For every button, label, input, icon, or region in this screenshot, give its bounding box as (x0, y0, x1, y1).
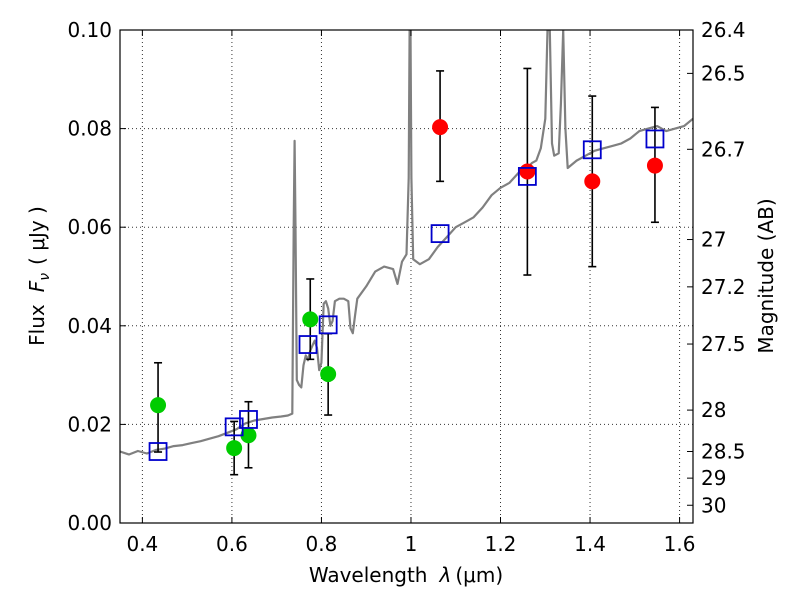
right-tick-label: 26.4 (701, 18, 746, 42)
model-point (148, 442, 168, 461)
x-tick-label: 1 (405, 532, 418, 556)
model-point (517, 167, 537, 186)
y-tick-label: 0.00 (67, 511, 112, 535)
y-axis-right-label: Magnitude (AB) (754, 198, 778, 353)
x-axis-label: Wavelength λ (μm) (309, 563, 503, 587)
right-tick-label: 29 (701, 466, 726, 490)
x-tick-label: 1.6 (664, 532, 696, 556)
y-tick-label: 0.08 (67, 117, 112, 141)
y-tick-label: 0.06 (67, 215, 112, 239)
data-point (519, 163, 536, 180)
x-axis-label-math: λ (439, 563, 452, 587)
model-point (645, 129, 665, 149)
x-tick-label: 0.4 (126, 532, 158, 556)
model-point (224, 417, 244, 437)
labels-layer: 0.4 0.6 0.8 1 1.2 1.4 1.6 0.00 0.02 0.04 0.06 0.08 0… (67, 18, 745, 556)
model-point (430, 224, 450, 244)
data-point (150, 397, 167, 414)
x-axis-label-post: (μm) (455, 563, 503, 587)
right-tick-label: 30 (701, 493, 726, 517)
y-tick-label: 0.04 (67, 314, 112, 338)
x-axis-label-pre: Wavelength (309, 563, 428, 587)
x-tick-label: 1.2 (485, 532, 517, 556)
data-point (584, 173, 601, 190)
model-spectrum-line (120, 30, 693, 456)
model-point (318, 315, 338, 335)
model-point (239, 410, 258, 429)
right-tick-label: 26.5 (701, 61, 746, 85)
plot-frame (119, 29, 694, 524)
x-tick-label: 0.6 (216, 532, 248, 556)
right-tick-label: 28 (701, 398, 726, 422)
y-axis-label-sub: ν (37, 273, 53, 281)
data-point (226, 440, 243, 457)
x-tick-label: 0.8 (306, 532, 338, 556)
series-layer (120, 30, 693, 456)
y-axis-label-post: ( μJy ) (25, 206, 49, 265)
y-axis-label-math: F (25, 280, 49, 292)
right-tick-label: 27.2 (701, 275, 746, 299)
data-point (320, 366, 337, 383)
x-tick-label: 1.4 (574, 532, 606, 556)
right-tick-label: 26.7 (701, 137, 746, 161)
y-axis-label: Flux Fν ( μJy ) (25, 206, 53, 346)
ticks-layer (120, 29, 693, 524)
y-tick-label: 0.02 (67, 412, 112, 436)
right-tick-label: 27 (701, 228, 726, 252)
data-point (302, 311, 319, 328)
model-point (298, 335, 318, 354)
grid (120, 30, 693, 523)
markers-layer (148, 67, 665, 476)
right-tick-label: 28.5 (701, 440, 746, 464)
y-tick-label: 0.10 (67, 18, 112, 42)
data-point (646, 157, 663, 174)
data-point (432, 119, 449, 136)
y-axis-label-pre: Flux (25, 304, 49, 346)
model-point (582, 140, 602, 160)
right-tick-label: 27.5 (701, 332, 746, 356)
